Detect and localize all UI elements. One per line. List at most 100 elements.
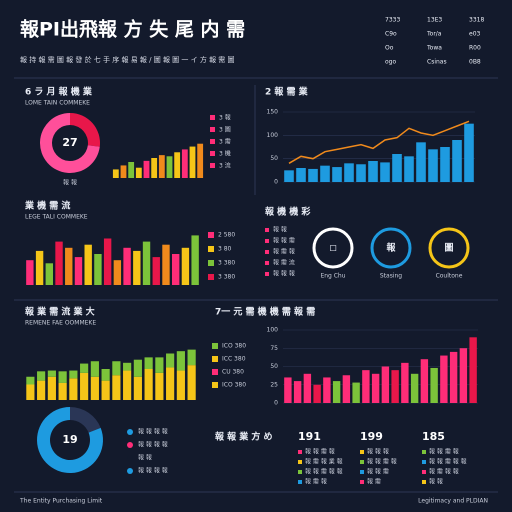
bar [174,152,181,178]
label: 3 機 [219,150,231,158]
bullet [422,460,426,464]
bar [65,247,73,285]
bar-segment [133,376,142,400]
legend-dot [127,429,133,435]
label: 報 報 需 報 [367,459,397,466]
bar [344,163,354,182]
bar [284,377,292,403]
label: 191 [298,430,321,443]
bar [152,257,160,285]
label: 3318 [469,17,484,24]
legend-swatch [265,272,269,276]
label: 報 需 報 業 報 [305,458,343,466]
bar [112,169,119,178]
bar [94,254,102,285]
legend-swatch [210,139,215,144]
label: 3 380 [218,260,235,267]
bar [452,140,462,182]
bar [308,168,318,182]
bullet [298,470,302,474]
bar-segment [90,361,99,377]
legend-swatch [265,261,269,265]
label: CU 380 [222,369,244,376]
label: ICO 380 [222,343,246,350]
bullet [360,470,364,474]
label: 報 報 報 報 [138,468,168,475]
bullet [422,470,426,474]
bar [464,123,474,182]
bar-segment [176,370,185,400]
label: 報 報 需 [273,238,295,245]
bar-segment [166,353,175,368]
bar [135,167,142,178]
bar-segment [166,367,175,400]
bar-segment [112,361,121,376]
y-tick-label: 0 [274,179,278,186]
label: LOME TAIN COMMEKE [25,100,90,107]
bar [416,142,426,182]
label: 2 報 需 業 [265,86,309,98]
label: 報 機 機 彩 [265,206,310,218]
bar-segment [80,363,89,373]
bar [84,244,92,285]
label: 報 報 [138,455,152,462]
bar-segment [144,369,153,400]
y-tick-label: 100 [267,327,279,334]
label: 報 報 報 [273,271,295,278]
label: 業 機 需 流 [24,200,70,212]
bar [420,359,429,403]
label: 報 報 [63,180,77,187]
label: ICO 380 [222,382,246,389]
y-tick-label: 50 [270,363,278,370]
bar-segment [37,371,46,381]
donut-slice [70,113,100,147]
page-subtitle: 報 持 報 需 圖 報 發 於 七 手 序 報 易 報 / 圖 報 圖 一 イ … [20,55,235,64]
bar [55,241,63,285]
bar-segment [144,357,153,369]
legend-swatch [208,246,214,252]
label: 圖 [444,243,453,254]
bar [381,366,390,403]
label: 報 報 報 [367,449,389,456]
bar-segment [176,351,185,371]
label: 報 需 流 [273,259,295,267]
bar [320,165,330,182]
legend-swatch [210,115,215,120]
bar [74,257,83,285]
bar-segment [123,370,132,400]
label: 3 報 [219,115,231,122]
bar-segment [187,349,196,366]
donut-slice [37,407,104,474]
legend-swatch [265,250,269,254]
label: 報 報 報 報 [138,429,168,436]
label: 3 流 [219,162,231,170]
bar [45,263,53,285]
bar [197,143,204,178]
label: Tor/a [426,31,442,38]
legend-swatch [212,356,218,362]
bar [166,156,173,178]
bar [362,370,370,403]
legend-swatch [212,369,218,375]
bullet [298,480,302,484]
bar [332,381,341,403]
label: 報 需 報 [273,249,295,256]
bar [189,146,196,178]
bullet [360,480,364,484]
bar [113,260,122,285]
label: 報 報 [429,479,443,486]
label: Eng Chu [320,273,345,280]
bar-segment [112,375,121,400]
bar [303,373,312,403]
bar-segment [80,372,89,400]
bar-segment [69,370,78,379]
bar [410,373,419,403]
label: 3 380 [218,274,235,281]
label: 7一 元 需 機 機 需 報 需 [215,306,315,318]
bar [469,337,477,403]
bullet [422,480,426,484]
label: 3 圖 [219,127,231,134]
label: 2 580 [218,232,235,239]
label: Stasing [380,273,402,280]
bar-segment [58,382,67,400]
